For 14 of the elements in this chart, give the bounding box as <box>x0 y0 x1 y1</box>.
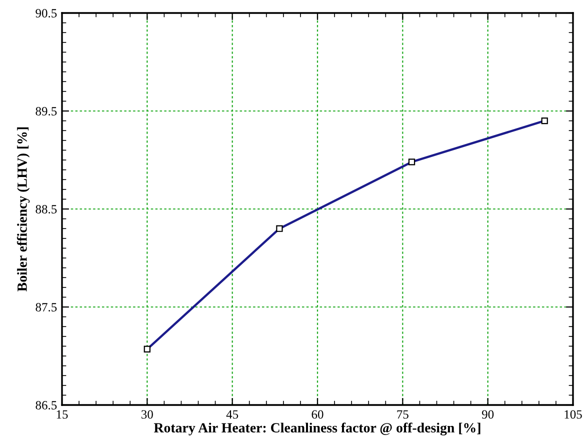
x-tick-label: 90 <box>482 410 494 419</box>
y-tick-label: 87.5 <box>36 303 57 312</box>
y-tick-label: 90.5 <box>36 9 57 18</box>
x-tick-label: 15 <box>56 410 68 419</box>
y-tick-label: 86.5 <box>36 401 57 410</box>
x-tick-label: 105 <box>564 410 582 419</box>
x-tick-label: 75 <box>397 410 408 419</box>
x-tick-label: 60 <box>312 410 324 419</box>
x-tick-label: 30 <box>142 410 153 419</box>
y-tick-label: 89.5 <box>36 107 57 116</box>
x-tick-label: 45 <box>226 410 238 419</box>
y-tick-label: 88.5 <box>36 205 57 214</box>
y-axis-title: Boiler efficiency (LHV) [%] <box>16 127 30 292</box>
x-axis-title: Rotary Air Heater: Cleanliness factor @ off-design [%] <box>154 422 480 436</box>
